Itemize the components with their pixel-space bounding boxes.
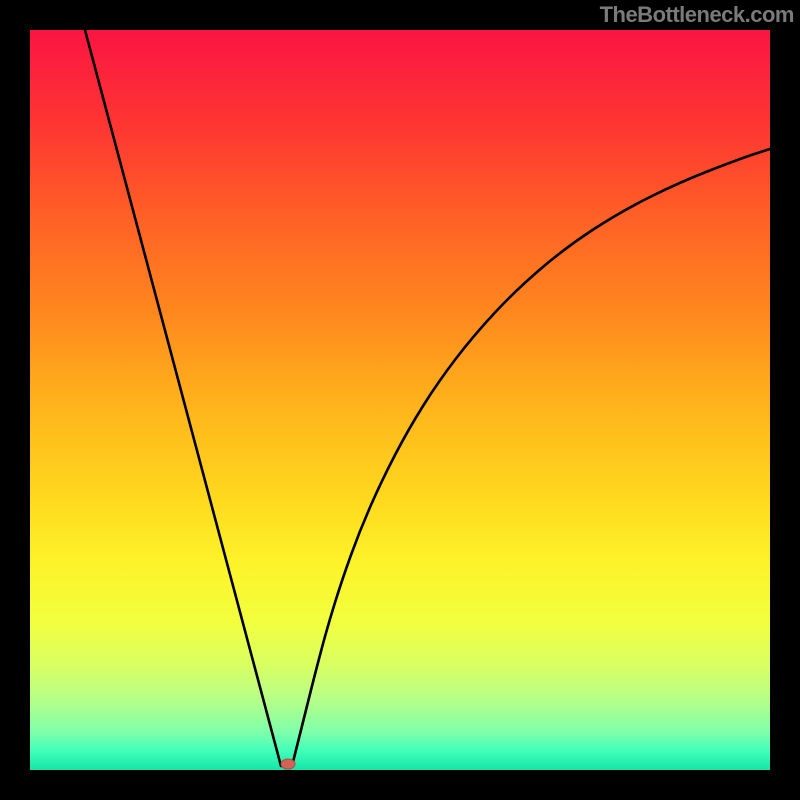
chart-container: TheBottleneck.com <box>0 0 800 800</box>
optimum-marker <box>281 759 295 769</box>
bottleneck-chart <box>0 0 800 800</box>
watermark-text: TheBottleneck.com <box>600 2 794 28</box>
plot-background <box>30 30 770 770</box>
